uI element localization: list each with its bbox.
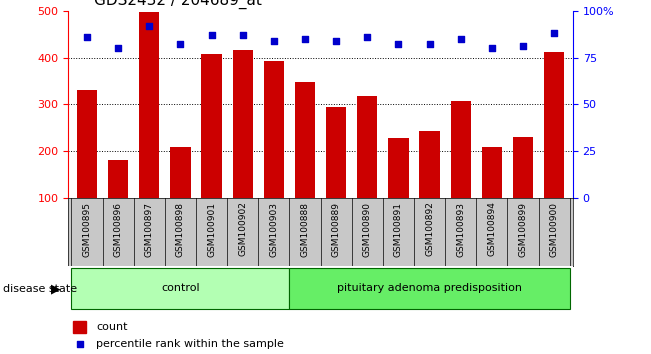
Text: GSM100895: GSM100895	[83, 202, 92, 257]
Point	[75, 341, 85, 347]
Text: GSM100901: GSM100901	[207, 202, 216, 257]
Point	[300, 36, 311, 42]
Point	[206, 32, 217, 38]
Bar	[72, 268, 290, 309]
Text: GSM100903: GSM100903	[270, 202, 279, 257]
Point	[393, 41, 404, 47]
Point	[424, 41, 435, 47]
Point	[456, 36, 466, 42]
Bar	[74, 321, 86, 333]
Text: GSM100894: GSM100894	[488, 202, 497, 257]
Bar	[450, 101, 471, 198]
Bar	[232, 50, 253, 198]
Text: percentile rank within the sample: percentile rank within the sample	[96, 339, 284, 349]
Point	[331, 38, 341, 44]
Bar	[357, 96, 378, 198]
Point	[269, 38, 279, 44]
Bar	[482, 147, 502, 198]
Bar	[264, 61, 284, 198]
Text: GSM100896: GSM100896	[114, 202, 122, 257]
Text: GSM100902: GSM100902	[238, 202, 247, 257]
Text: GSM100899: GSM100899	[519, 202, 527, 257]
Point	[144, 23, 154, 28]
Text: GDS2432 / 204689_at: GDS2432 / 204689_at	[94, 0, 262, 9]
Text: GSM100890: GSM100890	[363, 202, 372, 257]
Text: GSM100898: GSM100898	[176, 202, 185, 257]
Text: GSM100889: GSM100889	[332, 202, 340, 257]
Bar	[108, 160, 128, 198]
Text: GSM100900: GSM100900	[549, 202, 559, 257]
Text: control: control	[161, 282, 200, 293]
Bar	[295, 82, 315, 198]
Text: disease state: disease state	[3, 284, 77, 293]
Bar	[77, 90, 97, 198]
Bar	[419, 131, 439, 198]
Point	[518, 44, 528, 49]
Bar	[202, 54, 222, 198]
Point	[175, 41, 186, 47]
Text: GSM100893: GSM100893	[456, 202, 465, 257]
Point	[487, 45, 497, 51]
Point	[113, 45, 124, 51]
Text: GSM100888: GSM100888	[301, 202, 309, 257]
Text: GSM100897: GSM100897	[145, 202, 154, 257]
Point	[82, 34, 92, 40]
Bar	[389, 138, 409, 198]
Text: GSM100892: GSM100892	[425, 202, 434, 257]
Point	[362, 34, 372, 40]
Text: GSM100891: GSM100891	[394, 202, 403, 257]
Point	[238, 32, 248, 38]
Bar	[544, 52, 564, 198]
Point	[549, 30, 559, 36]
Text: count: count	[96, 322, 128, 332]
Bar	[171, 147, 191, 198]
Bar	[290, 268, 570, 309]
Bar	[326, 107, 346, 198]
Bar	[139, 12, 159, 198]
Text: pituitary adenoma predisposition: pituitary adenoma predisposition	[337, 282, 522, 293]
Text: ▶: ▶	[51, 282, 60, 295]
Bar	[513, 137, 533, 198]
